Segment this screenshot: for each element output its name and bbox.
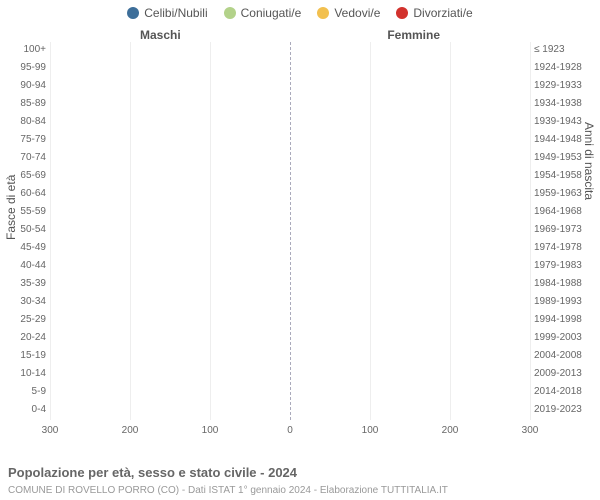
legend-label: Divorziati/e [413, 6, 472, 20]
year-label: 2019-2023 [534, 404, 582, 415]
age-label: 75-79 [20, 134, 46, 145]
population-pyramid-chart: Celibi/Nubili Coniugati/e Vedovi/e Divorzia… [0, 0, 600, 500]
year-label: 1939-1943 [534, 116, 582, 127]
age-label: 40-44 [20, 260, 46, 271]
age-row: 30-341989-1993 [50, 294, 530, 312]
legend: Celibi/Nubili Coniugati/e Vedovi/e Divorzia… [0, 0, 600, 22]
year-label: 2014-2018 [534, 386, 582, 397]
age-row: 50-541969-1973 [50, 222, 530, 240]
age-row: 5-92014-2018 [50, 384, 530, 402]
legend-item: Celibi/Nubili [127, 6, 207, 20]
year-label: 2004-2008 [534, 350, 582, 361]
age-label: 15-19 [20, 350, 46, 361]
age-label: 80-84 [20, 116, 46, 127]
age-row: 60-641959-1963 [50, 186, 530, 204]
x-tick: 300 [42, 425, 59, 436]
age-row: 20-241999-2003 [50, 330, 530, 348]
chart-title: Popolazione per età, sesso e stato civil… [8, 465, 297, 480]
y-axis-left-title: Fasce di età [4, 175, 18, 240]
age-row: 65-691954-1958 [50, 168, 530, 186]
year-label: 1994-1998 [534, 314, 582, 325]
age-label: 50-54 [20, 224, 46, 235]
age-row: 80-841939-1943 [50, 114, 530, 132]
legend-item: Coniugati/e [224, 6, 302, 20]
year-label: 1979-1983 [534, 260, 582, 271]
age-row: 15-192004-2008 [50, 348, 530, 366]
plot-area: 3002001000100200300100+≤ 192395-991924-1… [50, 42, 530, 420]
x-tick: 100 [362, 425, 379, 436]
legend-swatch [224, 7, 236, 19]
x-tick: 200 [122, 425, 139, 436]
legend-swatch [317, 7, 329, 19]
legend-label: Celibi/Nubili [144, 6, 207, 20]
age-label: 10-14 [20, 368, 46, 379]
year-label: 1954-1958 [534, 170, 582, 181]
year-label: ≤ 1923 [534, 44, 565, 55]
age-label: 100+ [23, 44, 46, 55]
age-label: 5-9 [32, 386, 46, 397]
legend-swatch [127, 7, 139, 19]
chart-subtitle: COMUNE DI ROVELLO PORRO (CO) - Dati ISTA… [8, 485, 448, 496]
legend-swatch [396, 7, 408, 19]
age-label: 95-99 [20, 62, 46, 73]
x-tick: 100 [202, 425, 219, 436]
y-axis-right-title: Anni di nascita [582, 122, 596, 200]
age-label: 60-64 [20, 188, 46, 199]
year-label: 1944-1948 [534, 134, 582, 145]
age-label: 90-94 [20, 80, 46, 91]
age-label: 65-69 [20, 170, 46, 181]
legend-item: Vedovi/e [317, 6, 380, 20]
age-row: 100+≤ 1923 [50, 42, 530, 60]
age-label: 85-89 [20, 98, 46, 109]
year-label: 1974-1978 [534, 242, 582, 253]
age-row: 35-391984-1988 [50, 276, 530, 294]
grid-line [530, 42, 531, 420]
legend-label: Coniugati/e [241, 6, 302, 20]
age-label: 30-34 [20, 296, 46, 307]
age-row: 85-891934-1938 [50, 96, 530, 114]
legend-item: Divorziati/e [396, 6, 472, 20]
age-row: 70-741949-1953 [50, 150, 530, 168]
age-row: 75-791944-1948 [50, 132, 530, 150]
age-row: 55-591964-1968 [50, 204, 530, 222]
x-tick: 300 [522, 425, 539, 436]
header-male: Maschi [140, 28, 181, 42]
age-label: 45-49 [20, 242, 46, 253]
year-label: 1969-1973 [534, 224, 582, 235]
year-label: 1959-1963 [534, 188, 582, 199]
age-row: 90-941929-1933 [50, 78, 530, 96]
age-label: 55-59 [20, 206, 46, 217]
x-tick: 0 [287, 425, 293, 436]
age-label: 70-74 [20, 152, 46, 163]
age-label: 35-39 [20, 278, 46, 289]
year-label: 1964-1968 [534, 206, 582, 217]
age-label: 20-24 [20, 332, 46, 343]
header-female: Femmine [387, 28, 440, 42]
age-row: 45-491974-1978 [50, 240, 530, 258]
year-label: 1949-1953 [534, 152, 582, 163]
year-label: 1934-1938 [534, 98, 582, 109]
age-row: 25-291994-1998 [50, 312, 530, 330]
year-label: 2009-2013 [534, 368, 582, 379]
age-row: 0-42019-2023 [50, 402, 530, 420]
x-tick: 200 [442, 425, 459, 436]
age-label: 25-29 [20, 314, 46, 325]
age-row: 40-441979-1983 [50, 258, 530, 276]
year-label: 1989-1993 [534, 296, 582, 307]
age-row: 10-142009-2013 [50, 366, 530, 384]
legend-label: Vedovi/e [334, 6, 380, 20]
age-row: 95-991924-1928 [50, 60, 530, 78]
year-label: 1929-1933 [534, 80, 582, 91]
year-label: 1984-1988 [534, 278, 582, 289]
age-label: 0-4 [32, 404, 46, 415]
year-label: 1924-1928 [534, 62, 582, 73]
year-label: 1999-2003 [534, 332, 582, 343]
